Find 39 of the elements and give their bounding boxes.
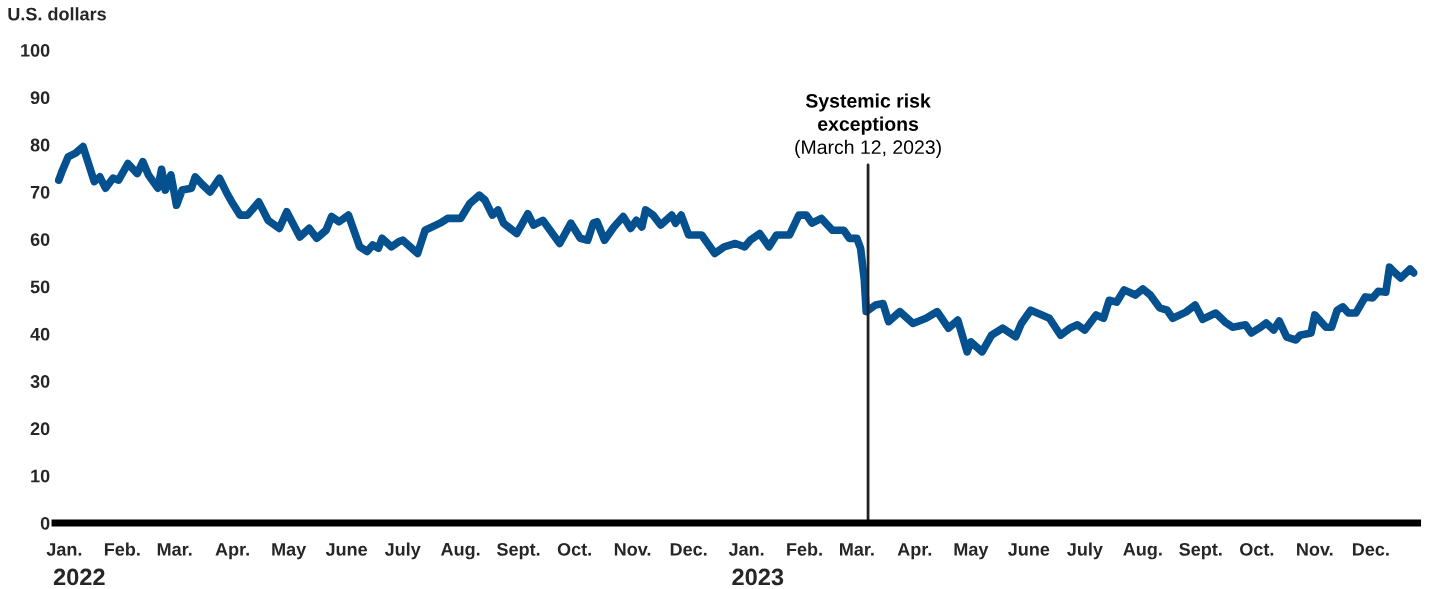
- x-tick-label: Jan.: [728, 543, 764, 556]
- x-tick-label: Nov.: [614, 543, 651, 556]
- x-tick-label: Oct.: [1240, 542, 1274, 556]
- x-tick-label: Feb.: [787, 542, 822, 556]
- ref-line-label: Systemic risk exceptions (March 12, 2023): [795, 93, 941, 158]
- y-axis-title: U.S. dollars: [8, 7, 106, 21]
- x-tick-label: Dec.: [1352, 543, 1389, 556]
- y-tick-label: 60: [30, 233, 50, 246]
- x-tick-label: May: [954, 543, 989, 560]
- x-tick-label: Mar.: [839, 543, 874, 556]
- y-tick-label: 70: [30, 185, 50, 199]
- x-tick-label: June: [1008, 543, 1050, 556]
- x-tick-label: Aug.: [1123, 543, 1162, 560]
- x-tick-label: Sept.: [1179, 542, 1222, 560]
- y-tick-label: 80: [30, 138, 50, 152]
- x-tick-label: Mar.: [157, 543, 192, 556]
- x2-tick-label: 2022: [53, 568, 105, 586]
- x-tick-label: Nov.: [1297, 543, 1333, 556]
- x-tick-label: Jan.: [46, 543, 82, 556]
- x-tick-label: June: [325, 543, 368, 556]
- y-tick-label: 10: [31, 469, 50, 483]
- y-tick-label: 90: [30, 91, 50, 105]
- x2-tick-label: 2023: [732, 568, 784, 586]
- x-tick-label: Apr.: [897, 543, 932, 560]
- y-tick-label: 100: [21, 44, 50, 57]
- y-tick-label: 30: [30, 375, 50, 388]
- y-tick-label: 40: [30, 327, 50, 341]
- x-tick-label: July: [1067, 542, 1103, 560]
- x-tick-label: Feb.: [104, 542, 140, 556]
- x-tick-label: Sept.: [496, 542, 540, 560]
- x-tick-label: Aug.: [441, 543, 480, 560]
- x-tick-label: May: [272, 543, 307, 560]
- x-tick-label: July: [384, 542, 421, 560]
- x-tick-label: Dec.: [670, 543, 707, 556]
- y-tick-label: 0: [40, 516, 50, 530]
- y-tick-label: 50: [30, 280, 50, 294]
- x-tick-label: Apr.: [215, 543, 249, 560]
- y-tick-label: 20: [30, 422, 50, 436]
- x-tick-label: Oct.: [557, 542, 591, 556]
